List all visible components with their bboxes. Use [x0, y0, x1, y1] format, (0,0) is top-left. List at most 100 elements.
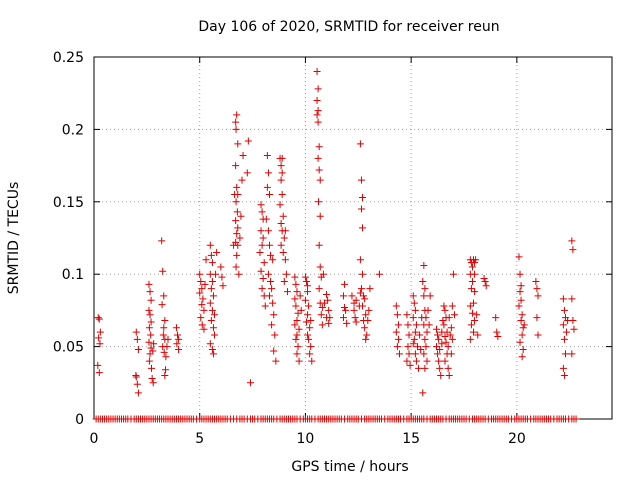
data-point: [262, 215, 270, 223]
data-point: [363, 331, 371, 339]
data-point: [159, 331, 167, 339]
data-point: [392, 302, 400, 310]
data-point: [95, 315, 103, 323]
data-point: [233, 183, 241, 191]
data-point: [419, 277, 427, 285]
data-point: [304, 331, 312, 339]
data-point: [569, 246, 577, 254]
data-point: [534, 331, 542, 339]
data-point: [268, 285, 276, 293]
data-point: [95, 369, 103, 377]
data-point: [199, 295, 207, 303]
data-point: [145, 357, 153, 365]
data-point: [265, 191, 273, 199]
data-point: [404, 343, 412, 351]
data-point: [343, 319, 351, 327]
data-point: [314, 118, 322, 126]
data-point: [411, 350, 419, 358]
data-point: [392, 328, 400, 336]
data-point: [263, 183, 271, 191]
data-point: [163, 343, 171, 351]
data-point: [356, 256, 364, 264]
data-point: [342, 306, 350, 314]
data-point: [132, 328, 140, 336]
data-point: [440, 302, 448, 310]
data-point: [269, 299, 277, 307]
data-point: [147, 331, 155, 339]
data-point: [362, 311, 370, 319]
data-point: [258, 285, 266, 293]
data-point: [315, 143, 323, 151]
data-point: [149, 379, 157, 387]
x-tick-label: 5: [195, 431, 204, 447]
data-point: [213, 248, 221, 256]
data-point: [348, 292, 356, 300]
data-point: [278, 191, 286, 199]
data-point: [201, 280, 209, 288]
data-point: [232, 198, 240, 206]
data-point: [306, 350, 314, 358]
data-point: [351, 314, 359, 322]
data-point: [277, 162, 285, 170]
data-point: [422, 314, 430, 322]
data-point: [232, 217, 240, 225]
data-point: [202, 256, 210, 264]
data-point: [448, 302, 456, 310]
data-point: [365, 306, 373, 314]
y-tick-label: 0.05: [53, 340, 84, 356]
data-point: [433, 325, 441, 333]
data-point: [175, 345, 183, 353]
data-point: [415, 364, 423, 372]
data-point: [473, 311, 481, 319]
data-point: [359, 270, 367, 278]
data-point: [449, 270, 457, 278]
data-point: [494, 332, 502, 340]
data-point: [207, 251, 215, 259]
data-point: [569, 317, 577, 325]
data-point: [161, 372, 169, 380]
data-point: [162, 353, 170, 361]
data-point: [447, 324, 455, 332]
data-point: [209, 292, 217, 300]
data-point: [316, 263, 324, 271]
data-point: [277, 241, 285, 249]
y-tick-label: 0.15: [53, 195, 84, 211]
data-point: [219, 282, 227, 290]
data-point: [211, 311, 219, 319]
data-point: [147, 318, 155, 326]
data-point: [206, 299, 214, 307]
data-point: [270, 347, 278, 355]
data-point: [209, 350, 217, 358]
data-point: [207, 317, 215, 325]
data-point: [211, 331, 219, 339]
data-point: [361, 295, 369, 303]
data-point: [261, 302, 269, 310]
data-point: [314, 85, 322, 93]
data-point: [341, 280, 349, 288]
chart-title: Day 106 of 2020, SRMTID for receiver reu…: [198, 19, 499, 35]
data-point: [316, 176, 324, 184]
data-point: [420, 292, 428, 300]
data-point: [295, 325, 303, 333]
data-point: [200, 325, 208, 333]
data-point: [256, 248, 264, 256]
data-point: [314, 107, 322, 115]
data-point: [375, 270, 383, 278]
data-point: [482, 282, 490, 290]
data-point: [568, 237, 576, 245]
data-point: [470, 299, 478, 307]
data-point: [175, 335, 183, 343]
data-point: [350, 306, 358, 314]
data-point: [280, 234, 288, 242]
data-point: [445, 372, 453, 380]
data-point: [233, 251, 241, 259]
data-point: [146, 288, 154, 296]
data-point: [150, 340, 158, 348]
data-point: [318, 321, 326, 329]
data-point: [413, 343, 421, 351]
data-point: [267, 251, 275, 259]
data-point: [520, 321, 528, 329]
data-point: [237, 212, 245, 220]
data-point: [272, 357, 280, 365]
data-point: [132, 372, 140, 380]
